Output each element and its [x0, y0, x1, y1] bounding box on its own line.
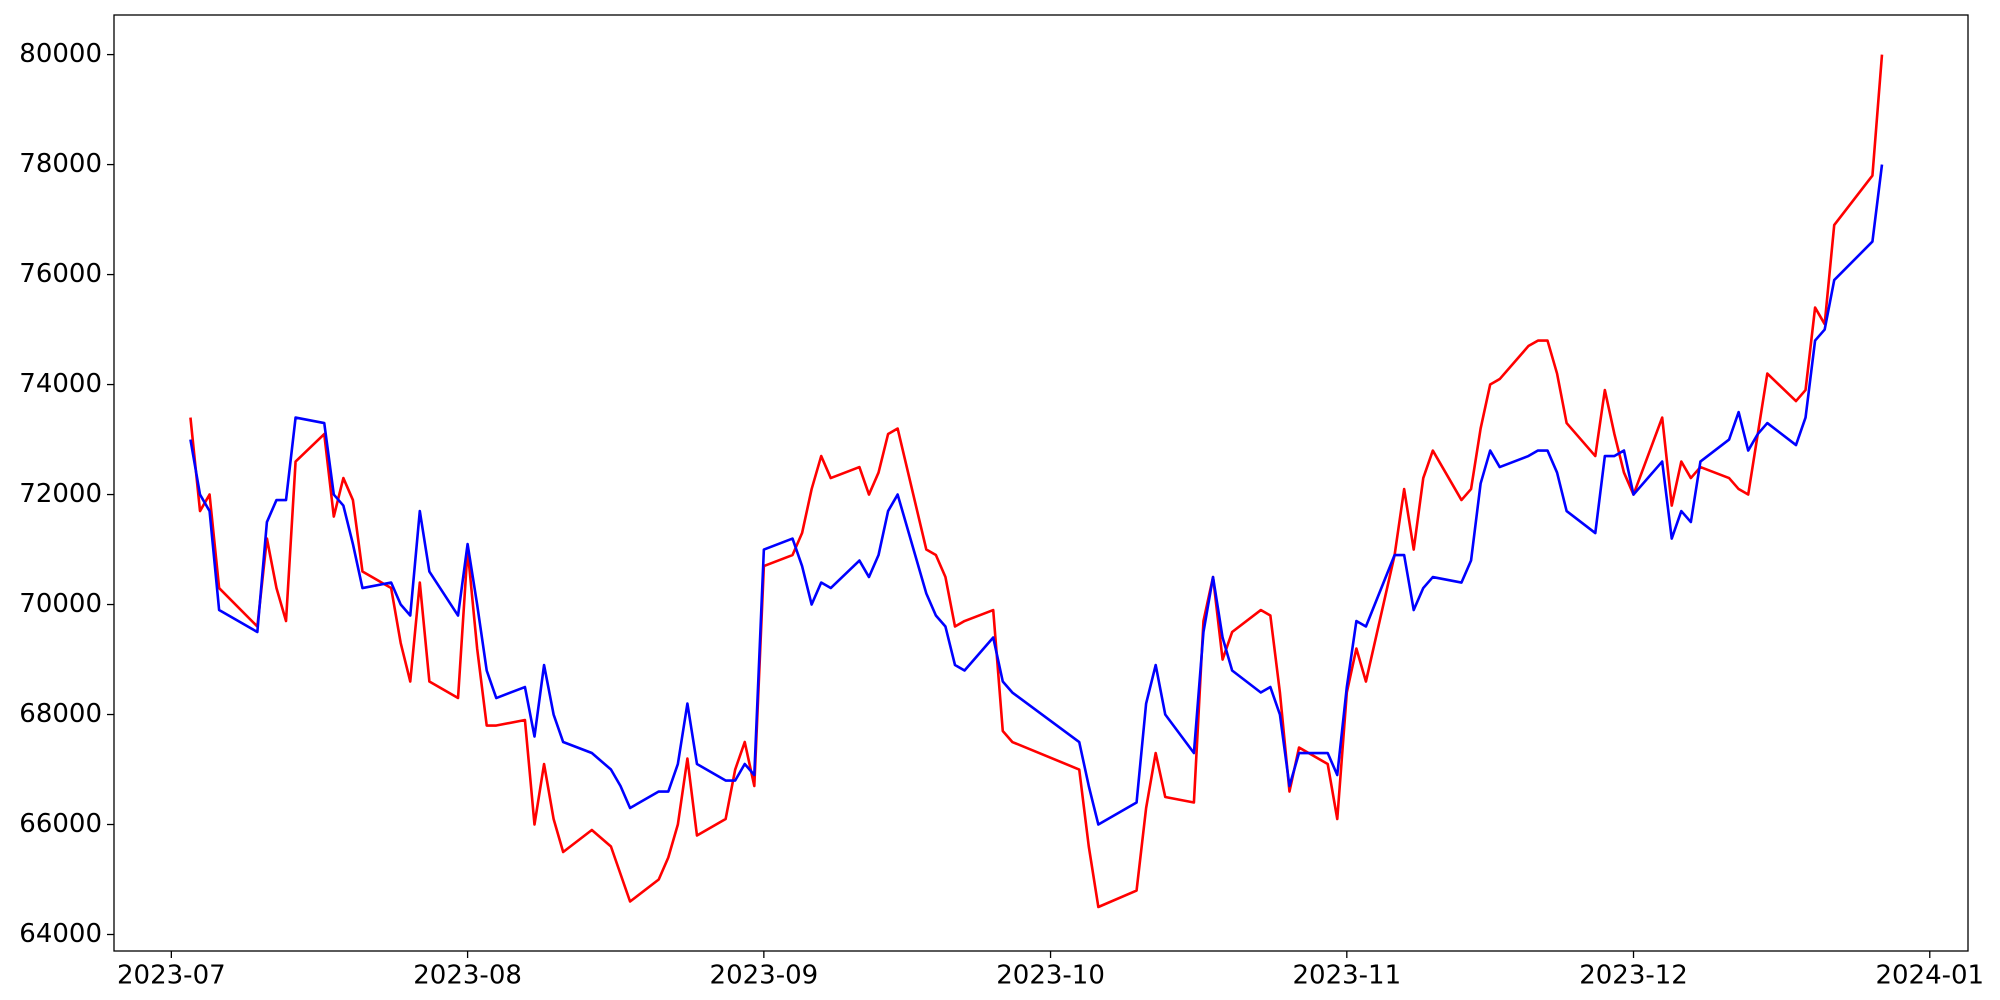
y-tick-label: 68000 [19, 699, 102, 729]
x-tick-label: 2023-07 [117, 961, 226, 991]
y-tick-label: 66000 [19, 809, 102, 839]
x-tick-label: 2024-01 [1875, 961, 1984, 991]
x-tick-label: 2023-10 [996, 961, 1105, 991]
x-tick-label: 2023-12 [1579, 961, 1688, 991]
y-tick-label: 78000 [19, 149, 102, 179]
x-tick-label: 2023-11 [1292, 961, 1401, 991]
x-tick-label: 2023-08 [413, 961, 522, 991]
y-tick-label: 72000 [19, 479, 102, 509]
plot-frame [113, 14, 1969, 952]
y-tick-label: 70000 [19, 589, 102, 619]
y-tick-label: 76000 [19, 259, 102, 289]
y-tick-label: 74000 [19, 369, 102, 399]
x-tick-label: 2023-09 [710, 961, 819, 991]
series-line [189, 54, 1884, 909]
y-tick-label: 80000 [19, 39, 102, 69]
series-line [189, 164, 1884, 826]
y-tick-label: 64000 [19, 919, 102, 949]
